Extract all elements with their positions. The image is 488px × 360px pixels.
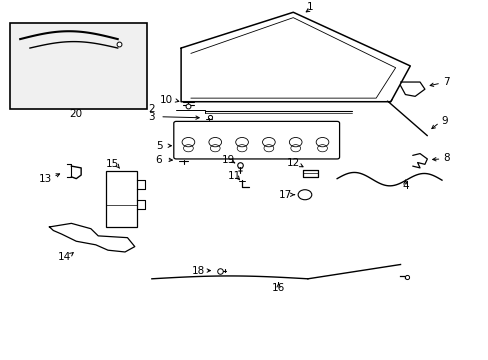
Text: 15: 15 xyxy=(106,159,119,169)
Text: 5: 5 xyxy=(156,141,162,151)
Text: 7: 7 xyxy=(443,77,449,87)
Text: 20: 20 xyxy=(70,109,82,119)
Text: 1: 1 xyxy=(306,2,313,12)
Bar xyxy=(105,171,137,227)
Text: 2: 2 xyxy=(148,104,155,114)
Text: 22: 22 xyxy=(100,47,113,57)
Text: 14: 14 xyxy=(58,252,71,262)
Text: 6: 6 xyxy=(155,155,162,165)
Text: 21: 21 xyxy=(112,34,125,44)
Text: 16: 16 xyxy=(271,283,285,293)
Text: 11: 11 xyxy=(228,171,241,181)
Text: 13: 13 xyxy=(39,174,52,184)
Bar xyxy=(10,23,147,109)
Text: 10: 10 xyxy=(160,95,173,104)
Text: 19: 19 xyxy=(222,155,235,165)
Text: 4: 4 xyxy=(401,181,408,191)
Text: 8: 8 xyxy=(443,153,449,163)
Text: 3: 3 xyxy=(148,112,155,122)
Text: 17: 17 xyxy=(278,190,291,200)
Text: 9: 9 xyxy=(440,116,447,126)
Text: 12: 12 xyxy=(286,158,299,168)
Text: 18: 18 xyxy=(191,266,204,275)
Text: 23: 23 xyxy=(26,47,39,57)
